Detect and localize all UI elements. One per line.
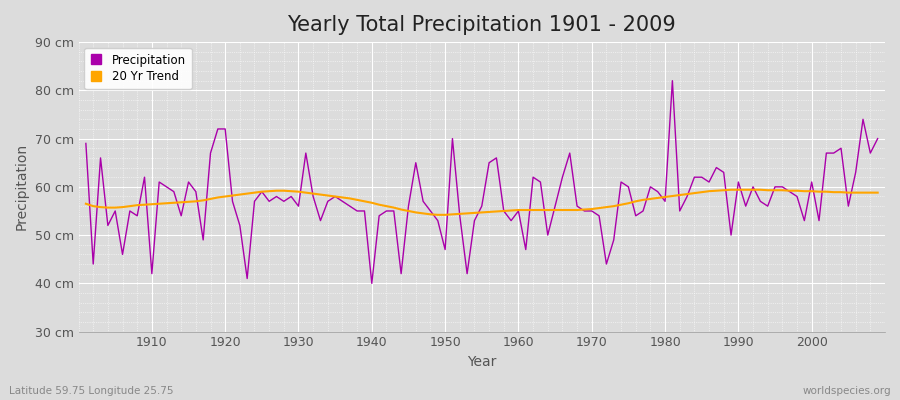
Legend: Precipitation, 20 Yr Trend: Precipitation, 20 Yr Trend xyxy=(85,48,192,89)
Title: Yearly Total Precipitation 1901 - 2009: Yearly Total Precipitation 1901 - 2009 xyxy=(287,15,676,35)
Text: Latitude 59.75 Longitude 25.75: Latitude 59.75 Longitude 25.75 xyxy=(9,386,174,396)
Y-axis label: Precipitation: Precipitation xyxy=(15,143,29,230)
X-axis label: Year: Year xyxy=(467,355,497,369)
Text: worldspecies.org: worldspecies.org xyxy=(803,386,891,396)
